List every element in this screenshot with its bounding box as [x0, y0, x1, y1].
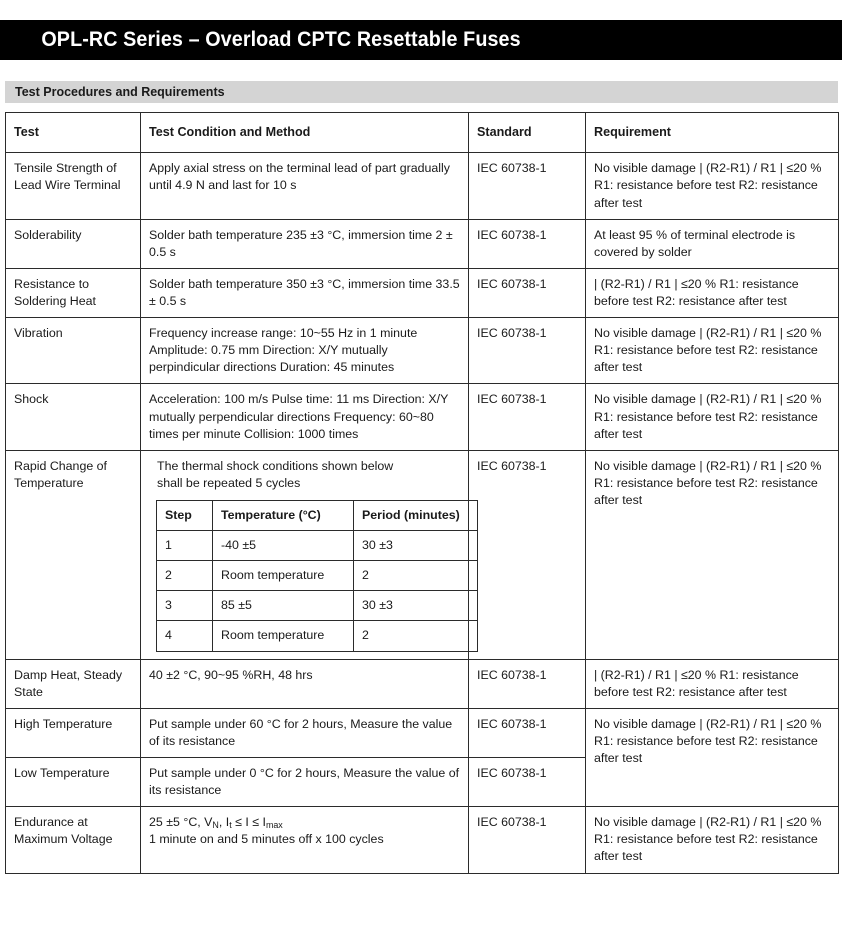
- table-row: High Temperature Put sample under 60 °C …: [5, 707, 839, 808]
- table-row: Resistance to Soldering Heat Solder bath…: [5, 267, 839, 319]
- test-name: Solderability: [5, 218, 141, 269]
- thermal-column-header-period: Period (minutes): [353, 500, 478, 532]
- endurance-prefix: 25 ±5 °C, V: [149, 815, 213, 830]
- test-condition: Put sample under 0 °C for 2 hours, Measu…: [140, 756, 469, 808]
- thermal-step: 4: [156, 620, 213, 652]
- test-standard: IEC 60738-1: [468, 383, 586, 451]
- thermal-temperature: Room temperature: [212, 560, 354, 592]
- thermal-shock-row: 4 Room temperature 2: [156, 620, 478, 652]
- test-requirement: | (R2-R1) / R1 | ≤20 % R1: resistance be…: [585, 267, 839, 319]
- test-standard: IEC 60738-1: [468, 267, 586, 319]
- test-requirement: No visible damage | (R2-R1) / R1 | ≤20 %…: [585, 152, 839, 220]
- thermal-period: 2: [353, 560, 478, 592]
- thermal-shock-header-row: Step Temperature (°C) Period (minutes): [156, 500, 478, 532]
- column-header-requirement: Requirement: [585, 111, 839, 154]
- test-name: Tensile Strength of Lead Wire Terminal: [5, 152, 141, 220]
- thermal-shock-intro: The thermal shock conditions shown below…: [157, 458, 394, 490]
- test-requirement: No visible damage | (R2-R1) / R1 | ≤20 %…: [585, 449, 839, 660]
- test-name: Vibration: [5, 317, 141, 385]
- test-requirement: No visible damage | (R2-R1) / R1 | ≤20 %…: [585, 707, 839, 808]
- thermal-step: 2: [156, 560, 213, 592]
- thermal-period: 2: [353, 620, 478, 652]
- test-standard: IEC 60738-1: [468, 756, 586, 808]
- thermal-temperature: Room temperature: [212, 620, 354, 652]
- thermal-temperature: -40 ±5: [212, 530, 354, 562]
- endurance-mid2: ≤ I ≤ I: [231, 815, 266, 830]
- test-name: Endurance at Maximum Voltage: [5, 806, 141, 874]
- test-standard: IEC 60738-1: [468, 658, 586, 709]
- page-title: OPL-RC Series – Overload CPTC Resettable…: [41, 28, 521, 51]
- thermal-step: 1: [156, 530, 213, 562]
- thermal-shock-row: 3 85 ±5 30 ±3: [156, 590, 478, 622]
- test-name: Low Temperature: [5, 756, 141, 808]
- table-row: Endurance at Maximum Voltage 25 ±5 °C, V…: [5, 806, 839, 874]
- test-requirement: | (R2-R1) / R1 | ≤20 % R1: resistance be…: [585, 658, 839, 709]
- thermal-shock-row: 1 -40 ±5 30 ±3: [156, 530, 478, 562]
- column-header-standard: Standard: [468, 111, 586, 154]
- table-row: Rapid Change of Temperature The thermal …: [5, 449, 839, 660]
- table-row: Low Temperature Put sample under 0 °C fo…: [5, 756, 839, 808]
- thermal-temperature: 85 ±5: [212, 590, 354, 622]
- test-condition: Solder bath temperature 350 ±3 °C, immer…: [140, 267, 469, 319]
- thermal-period: 30 ±3: [353, 590, 478, 622]
- test-condition: Apply axial stress on the terminal lead …: [140, 152, 469, 220]
- test-name: Rapid Change of Temperature: [5, 449, 141, 660]
- test-condition: 25 ±5 °C, VN, It ≤ I ≤ Imax 1 minute on …: [140, 806, 469, 874]
- table-row: Solderability Solder bath temperature 23…: [5, 218, 839, 269]
- thermal-column-header-step: Step: [156, 500, 213, 532]
- endurance-sub-trip: t: [229, 820, 232, 831]
- column-header-test: Test: [5, 111, 141, 154]
- test-requirement: No visible damage | (R2-R1) / R1 | ≤20 %…: [585, 806, 839, 874]
- test-name: Damp Heat, Steady State: [5, 658, 141, 709]
- test-condition: Solder bath temperature 235 ±3 °C, immer…: [140, 218, 469, 269]
- column-header-test-condition: Test Condition and Method: [140, 111, 469, 154]
- test-name: Resistance to Soldering Heat: [5, 267, 141, 319]
- thermal-step: 3: [156, 590, 213, 622]
- endurance-sub-nominal: N: [212, 820, 219, 831]
- section-header-label: Test Procedures and Requirements: [15, 85, 225, 99]
- test-standard: IEC 60738-1: [468, 218, 586, 269]
- table-row: Damp Heat, Steady State 40 ±2 °C, 90~95 …: [5, 658, 839, 709]
- test-condition: Put sample under 60 °C for 2 hours, Meas…: [140, 707, 469, 759]
- table-row: Vibration Frequency increase range: 10~5…: [5, 317, 839, 385]
- test-requirement: At least 95 % of terminal electrode is c…: [585, 218, 839, 269]
- endurance-cycle-line: 1 minute on and 5 minutes off x 100 cycl…: [149, 832, 384, 847]
- test-standard: IEC 60738-1: [468, 449, 586, 660]
- test-condition: Frequency increase range: 10~55 Hz in 1 …: [140, 317, 469, 385]
- table-header-row: Test Test Condition and Method Standard …: [5, 111, 839, 154]
- endurance-mid1: , I: [218, 815, 230, 830]
- test-standard: IEC 60738-1: [468, 806, 586, 874]
- document-title-bar: OPL-RC Series – Overload CPTC Resettable…: [0, 20, 842, 60]
- test-standard: IEC 60738-1: [468, 317, 586, 385]
- thermal-period: 30 ±3: [353, 530, 478, 562]
- test-name: Shock: [5, 383, 141, 451]
- test-name: High Temperature: [5, 707, 141, 759]
- table-row: Tensile Strength of Lead Wire Terminal A…: [5, 152, 839, 220]
- endurance-sub-max: max: [265, 820, 283, 831]
- test-condition: 40 ±2 °C, 90~95 %RH, 48 hrs: [140, 658, 469, 709]
- section-header-band: Test Procedures and Requirements: [5, 81, 838, 103]
- test-condition: The thermal shock conditions shown below…: [140, 449, 478, 660]
- table-row: Shock Acceleration: 100 m/s Pulse time: …: [5, 383, 839, 451]
- test-requirement: No visible damage | (R2-R1) / R1 | ≤20 %…: [585, 317, 839, 385]
- test-requirement: No visible damage | (R2-R1) / R1 | ≤20 %…: [585, 383, 839, 451]
- test-condition: Acceleration: 100 m/s Pulse time: 11 ms …: [140, 383, 469, 451]
- test-standard: IEC 60738-1: [468, 152, 586, 220]
- endurance-formula-line: 25 ±5 °C, VN, It ≤ I ≤ Imax: [149, 814, 461, 831]
- thermal-column-header-temperature: Temperature (°C): [212, 500, 354, 532]
- thermal-shock-table: Step Temperature (°C) Period (minutes) 1…: [156, 500, 478, 652]
- test-standard: IEC 60738-1: [468, 707, 586, 759]
- test-procedures-table: Test Test Condition and Method Standard …: [5, 111, 839, 874]
- thermal-shock-row: 2 Room temperature 2: [156, 560, 478, 592]
